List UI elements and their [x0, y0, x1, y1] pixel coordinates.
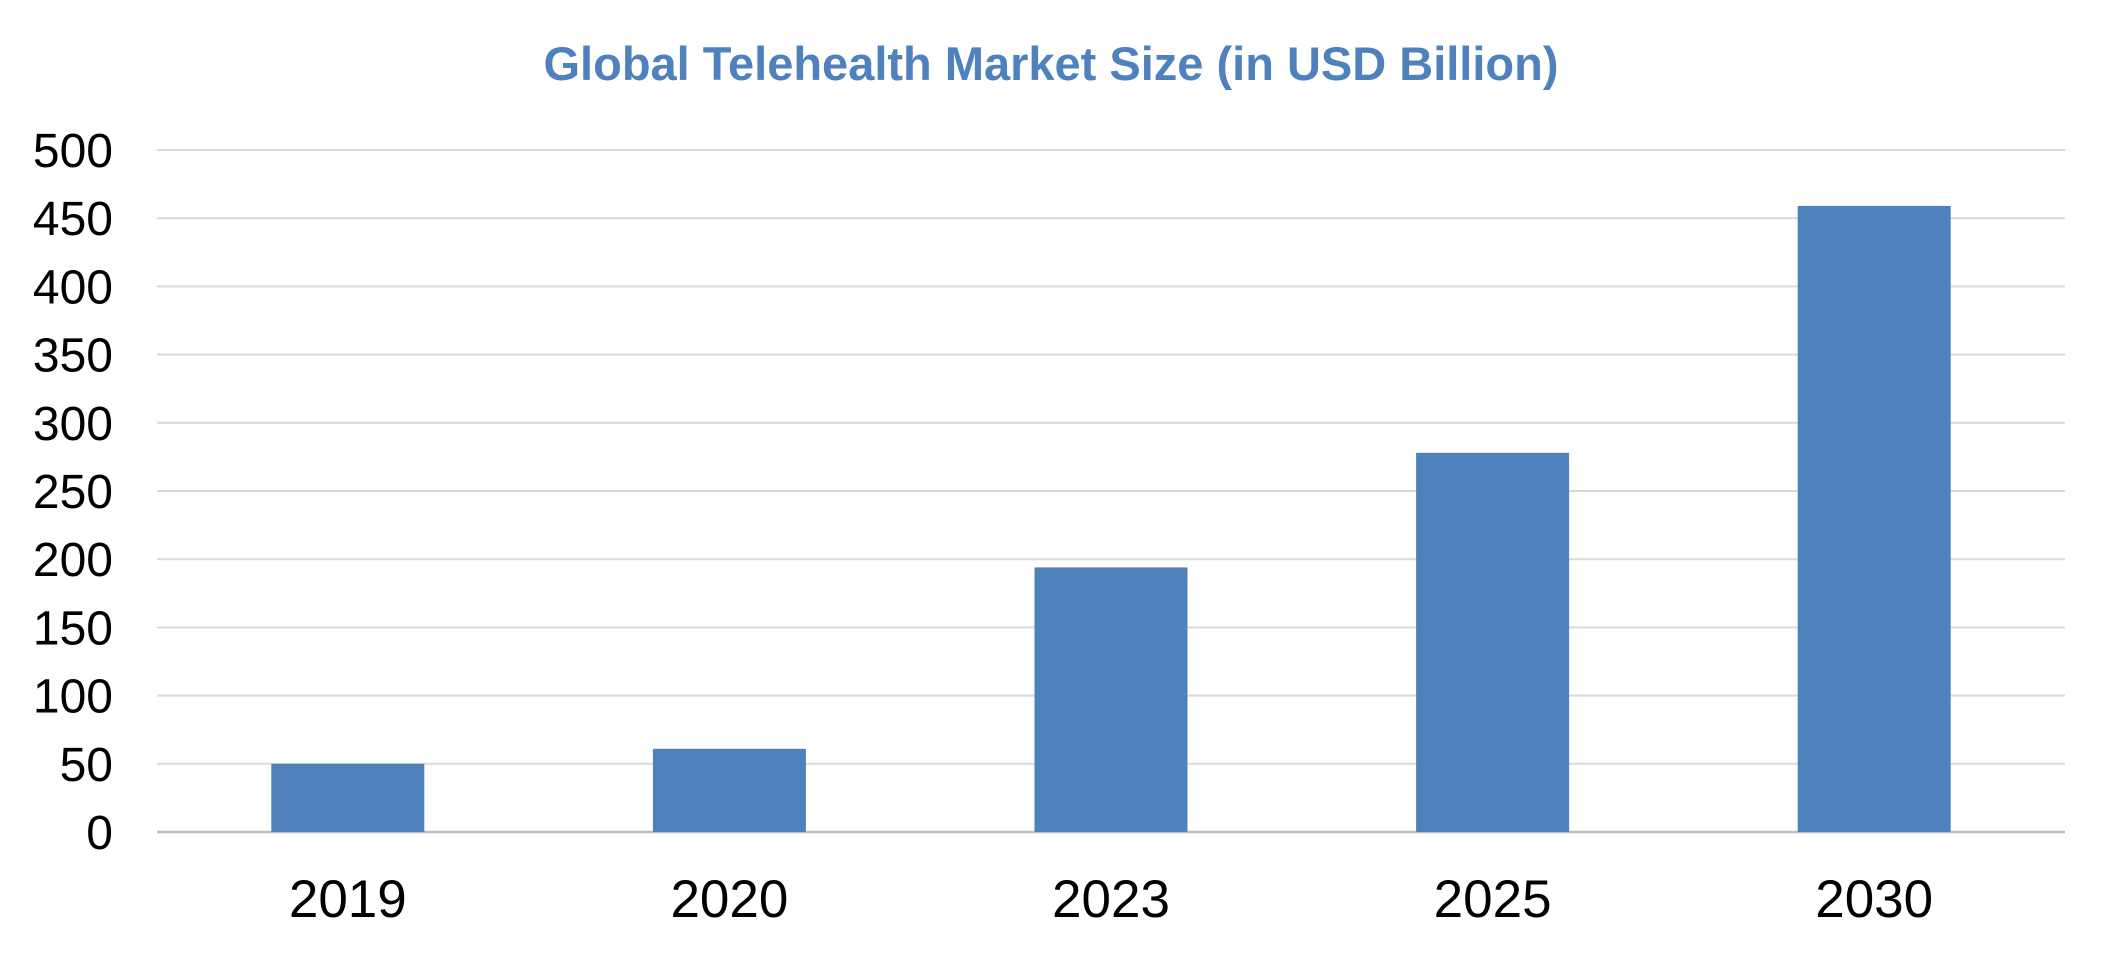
- y-tick-label: 100: [33, 671, 113, 724]
- bar-2025: [1416, 452, 1570, 832]
- y-tick-label: 50: [60, 739, 113, 792]
- bar-2030: [1797, 205, 1951, 832]
- y-tick-label: 500: [33, 125, 113, 178]
- x-tick-label: 2019: [289, 870, 407, 929]
- x-axis-tick-labels: 2019 2020 2023 2025 2030: [289, 870, 1933, 929]
- x-tick-label: 2020: [670, 870, 788, 929]
- y-axis-tick-labels: 0 50 100 150 200 250 300 350 400 450 500: [33, 125, 113, 860]
- gridlines: [157, 149, 2065, 834]
- x-tick-label: 2023: [1052, 870, 1170, 929]
- y-tick-label: 300: [33, 398, 113, 451]
- x-tick-label: 2025: [1434, 870, 1552, 929]
- bars: [271, 205, 1951, 832]
- y-tick-label: 450: [33, 193, 113, 246]
- chart-title: Global Telehealth Market Size (in USD Bi…: [544, 37, 1559, 90]
- bar-2020: [652, 748, 806, 832]
- y-tick-label: 0: [86, 807, 113, 860]
- bar-2019: [271, 763, 425, 832]
- bar-2023: [1034, 567, 1188, 832]
- y-tick-label: 250: [33, 466, 113, 519]
- y-tick-label: 200: [33, 534, 113, 587]
- y-tick-label: 350: [33, 330, 113, 383]
- y-tick-label: 400: [33, 261, 113, 314]
- x-tick-label: 2030: [1815, 870, 1933, 929]
- y-tick-label: 150: [33, 602, 113, 655]
